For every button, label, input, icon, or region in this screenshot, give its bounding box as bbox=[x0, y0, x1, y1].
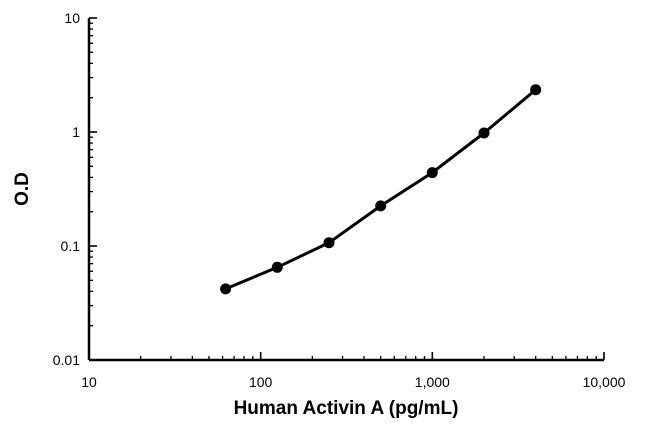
data-point bbox=[530, 84, 542, 96]
y-tick-label: 0.01 bbox=[53, 352, 80, 368]
series-line bbox=[225, 88, 537, 291]
data-point bbox=[220, 283, 232, 295]
data-point bbox=[375, 200, 387, 212]
data-point bbox=[271, 261, 283, 273]
x-axis-title: Human Activin A (pg/mL) bbox=[234, 398, 459, 419]
data-point bbox=[478, 127, 490, 139]
x-axis-ticks: 10 100 1,000 10,000 bbox=[81, 352, 626, 390]
y-tick-label: 1 bbox=[72, 124, 80, 140]
x-tick-label: 10,000 bbox=[583, 374, 626, 390]
y-tick-label: 0.1 bbox=[61, 238, 81, 254]
x-tick-label: 1,000 bbox=[415, 374, 450, 390]
x-tick-label: 100 bbox=[249, 374, 273, 390]
y-tick-label: 10 bbox=[64, 10, 80, 26]
y-axis-ticks: 0.01 0.1 1 10 bbox=[53, 10, 97, 368]
y-axis-title: O.D bbox=[12, 172, 33, 206]
data-point bbox=[323, 237, 335, 249]
series-layer bbox=[220, 84, 542, 295]
data-point bbox=[426, 167, 438, 179]
x-tick-label: 10 bbox=[81, 374, 97, 390]
